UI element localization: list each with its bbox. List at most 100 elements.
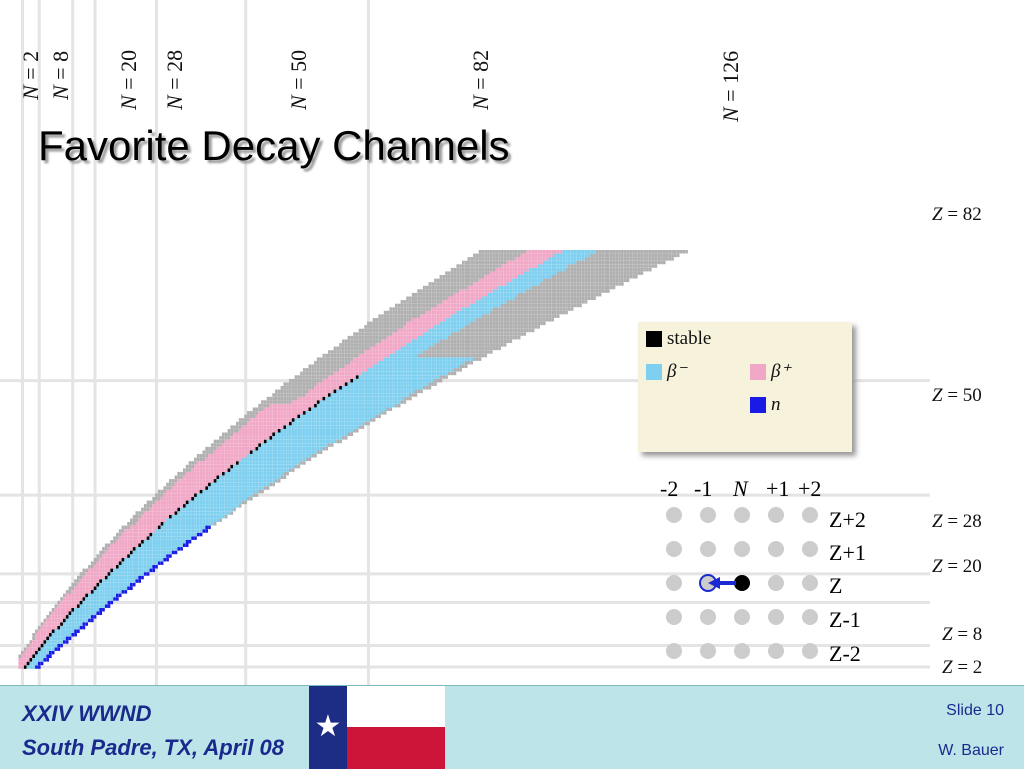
nuclide-cell (230, 461, 233, 465)
nuclide-cell (356, 375, 359, 379)
nuclide-cell (186, 472, 189, 476)
nuclide-cell (328, 415, 331, 419)
nuclide-cell (389, 400, 392, 404)
nuclide-cell (507, 254, 510, 258)
nuclide-cell (376, 361, 379, 365)
nuclide-cell (490, 300, 493, 304)
nuclide-cell (350, 379, 353, 383)
nuclide-cell (479, 307, 482, 311)
nuclide-cell (317, 411, 320, 415)
nuclide-cell (270, 447, 273, 451)
nuclide-cell (345, 433, 348, 437)
nuclide-cell (217, 508, 220, 512)
nuclide-cell (554, 314, 557, 318)
nuclide-cell (261, 436, 264, 440)
nuclide-cell (303, 461, 306, 465)
nuclide-cell (110, 540, 113, 544)
nuclide-cell (116, 576, 119, 580)
nuclide-cell (136, 554, 139, 558)
nuclide-cell (434, 307, 437, 311)
nuclide-cell (339, 361, 342, 365)
nuclide-cell (359, 365, 362, 369)
nuclide-cell (289, 429, 292, 433)
nuclide-cell (152, 522, 155, 526)
nuclide-cell (604, 286, 607, 290)
nuclide-cell (306, 375, 309, 379)
nuclide-cell (272, 479, 275, 483)
nuclide-cell (420, 390, 423, 394)
nuclide-cell (339, 354, 342, 358)
nuclide-cell (186, 490, 189, 494)
nuclide-cell (470, 282, 473, 286)
nuclide-cell (77, 612, 80, 616)
nuclide-cell (557, 286, 560, 290)
nuclide-cell (512, 261, 515, 265)
nuclide-cell (122, 544, 125, 548)
nuclide-cell (479, 271, 482, 275)
nuclide-cell (292, 411, 295, 415)
nuclide-cell (261, 479, 264, 483)
nuclide-cell (507, 322, 510, 326)
nuclide-cell (233, 465, 236, 469)
nuclide-cell (454, 368, 457, 372)
nuclide-cell (91, 576, 94, 580)
nuclide-cell (105, 551, 108, 555)
nuclide-cell (175, 540, 178, 544)
nuclide-cell (523, 282, 526, 286)
nuclide-cell (546, 250, 549, 254)
nuclide-cell (395, 311, 398, 315)
nuclide-cell (456, 365, 459, 369)
nuclide-cell (331, 425, 334, 429)
nuclide-cell (470, 318, 473, 322)
nuclide-cell (272, 465, 275, 469)
nuclide-cell (52, 640, 55, 644)
nuclide-cell (504, 271, 507, 275)
nuclide-cell (256, 422, 259, 426)
nuclide-cell (518, 268, 521, 272)
nuclide-cell (253, 422, 256, 426)
nuclide-cell (468, 311, 471, 315)
nuclide-cell (158, 526, 161, 530)
nuclide-cell (214, 479, 217, 483)
nuclide-cell (568, 271, 571, 275)
nuclide-cell (431, 286, 434, 290)
nuclide-cell (607, 250, 610, 254)
nuclide-cell (515, 325, 518, 329)
nuclide-cell (228, 440, 231, 444)
nuclide-cell (576, 304, 579, 308)
nuclide-cell (429, 386, 432, 390)
nuclide-cell (529, 297, 532, 301)
nuclide-cell (641, 268, 644, 272)
nuclide-cell (540, 293, 543, 297)
nuclide-cell (543, 289, 546, 293)
nuclide-cell (537, 275, 540, 279)
nuclide-cell (588, 268, 591, 272)
nuclide-cell (203, 476, 206, 480)
nuclide-cell (549, 297, 552, 301)
nuclide-cell (378, 318, 381, 322)
nuclide-cell (557, 271, 560, 275)
nuclide-cell (420, 365, 423, 369)
nuclide-cell (71, 597, 74, 601)
nuclide-cell (242, 497, 245, 501)
nuclide-cell (437, 329, 440, 333)
nuclide-cell (412, 375, 415, 379)
nuclide-cell (278, 411, 281, 415)
nuclide-cell (228, 479, 231, 483)
nuclide-cell (554, 271, 557, 275)
nuclide-cell (166, 504, 169, 508)
nuclide-cell (451, 275, 454, 279)
nuclide-cell (317, 372, 320, 376)
nuclide-cell (83, 622, 86, 626)
nuclide-cell (610, 250, 613, 254)
nuclide-cell (309, 415, 312, 419)
nuclide-cell (468, 329, 471, 333)
nuclide-cell (359, 415, 362, 419)
nuclide-cell (239, 454, 242, 458)
nuclide-cell (30, 665, 33, 669)
nuclide-cell (487, 307, 490, 311)
nuclide-cell (102, 601, 105, 605)
nuclide-cell (465, 336, 468, 340)
nuclide-cell (551, 271, 554, 275)
nuclide-cell (295, 408, 298, 412)
